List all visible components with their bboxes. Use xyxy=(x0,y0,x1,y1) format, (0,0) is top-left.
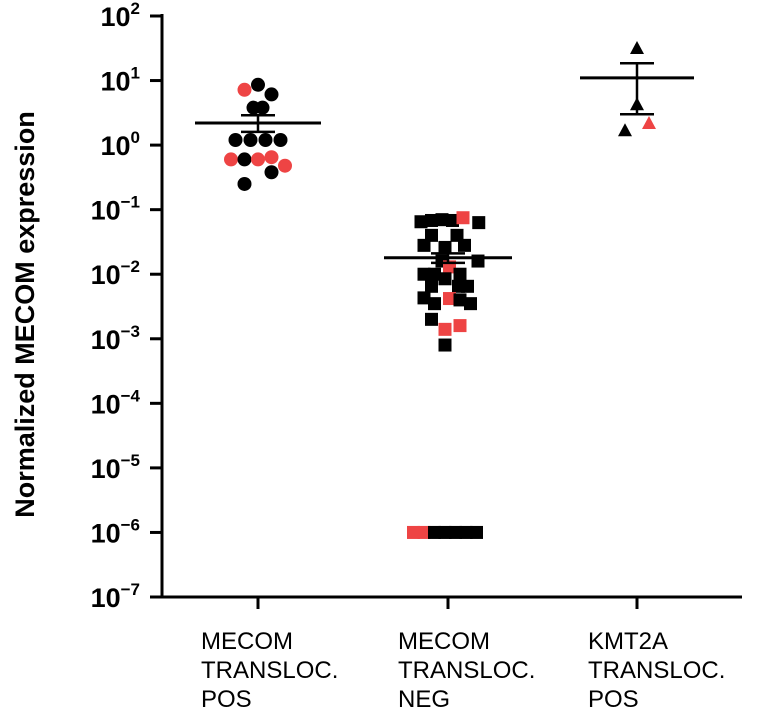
data-point xyxy=(459,525,473,539)
data-point xyxy=(458,238,471,252)
data-point xyxy=(273,132,288,147)
y-tick-label: 10−5 xyxy=(91,451,140,484)
data-point xyxy=(642,116,656,130)
data-point xyxy=(425,312,438,326)
y-axis-title: Normalized MECOM expression xyxy=(10,111,40,518)
data-point xyxy=(407,525,420,539)
x-category-label-line: TRANSLOC. xyxy=(398,657,536,684)
data-point xyxy=(237,176,252,191)
data-point xyxy=(251,77,265,92)
x-category-label: KMT2A TRANSLOC. POS xyxy=(588,627,767,714)
data-point xyxy=(450,228,464,242)
data-point xyxy=(438,240,452,254)
data-point xyxy=(255,100,270,115)
data-point xyxy=(453,293,467,307)
data-point xyxy=(278,158,292,173)
data-point xyxy=(472,216,486,230)
y-tick-label: 100 xyxy=(100,128,140,161)
data-point xyxy=(443,292,456,306)
data-point xyxy=(258,132,273,147)
x-category-label-line: KMT2A xyxy=(588,628,669,655)
data-point xyxy=(417,238,431,252)
x-category-label-line: NEG xyxy=(398,686,451,713)
scatter-chart: 102 101 100 10−1 10−2 10−3 10−4 10−5 10−6 10−7 Nor… xyxy=(10,0,742,613)
data-point xyxy=(417,525,431,539)
x-category-label-line: TRANSLOC. xyxy=(588,657,726,684)
data-point xyxy=(237,82,252,97)
data-point xyxy=(438,272,452,286)
x-category-label-line: MECOM xyxy=(398,628,490,655)
x-category-label-line: TRANSLOC. xyxy=(201,657,339,684)
y-tick-label: 10−6 xyxy=(91,515,140,548)
x-category-label-line: MECOM xyxy=(201,628,293,655)
data-point xyxy=(464,297,477,311)
x-category-label-line: POS xyxy=(588,686,639,713)
data-point xyxy=(470,525,483,539)
x-category-label-line: POS xyxy=(201,686,252,713)
data-point xyxy=(438,338,452,352)
data-point xyxy=(224,152,238,167)
y-tick-label: 101 xyxy=(100,64,140,97)
data-point xyxy=(425,213,438,227)
data-point xyxy=(237,152,252,167)
data-point xyxy=(243,132,258,147)
data-point xyxy=(630,40,644,54)
data-point xyxy=(428,297,441,311)
data-point xyxy=(428,525,441,539)
data-point xyxy=(428,267,441,281)
data-point xyxy=(453,319,467,333)
y-tick-label: 10−4 xyxy=(91,386,141,419)
data-point xyxy=(438,322,452,336)
data-point xyxy=(456,211,470,225)
data-point xyxy=(618,123,632,137)
x-category-label: MECOM TRANSLOC. NEG xyxy=(398,627,578,714)
data-point xyxy=(435,213,449,227)
data-point xyxy=(461,279,474,293)
data-point xyxy=(228,132,243,147)
data-point xyxy=(438,525,452,539)
y-tick-label: 10−2 xyxy=(91,257,140,290)
y-tick-label: 10−3 xyxy=(91,322,140,355)
data-point xyxy=(414,215,428,229)
data-point xyxy=(446,213,459,227)
y-tick-label: 102 xyxy=(100,0,140,32)
data-point xyxy=(449,525,462,539)
data-point xyxy=(425,228,438,242)
data-point xyxy=(264,150,279,165)
data-point xyxy=(417,267,431,281)
y-tick-label: 10−7 xyxy=(91,580,140,613)
data-point xyxy=(417,291,431,305)
data-point xyxy=(251,152,265,167)
data-point xyxy=(425,279,438,293)
y-tick-label: 10−1 xyxy=(91,193,140,226)
data-point xyxy=(453,267,467,281)
data-point xyxy=(264,165,279,180)
x-category-label: MECOM TRANSLOC. POS xyxy=(201,627,381,714)
data-point xyxy=(264,87,279,102)
